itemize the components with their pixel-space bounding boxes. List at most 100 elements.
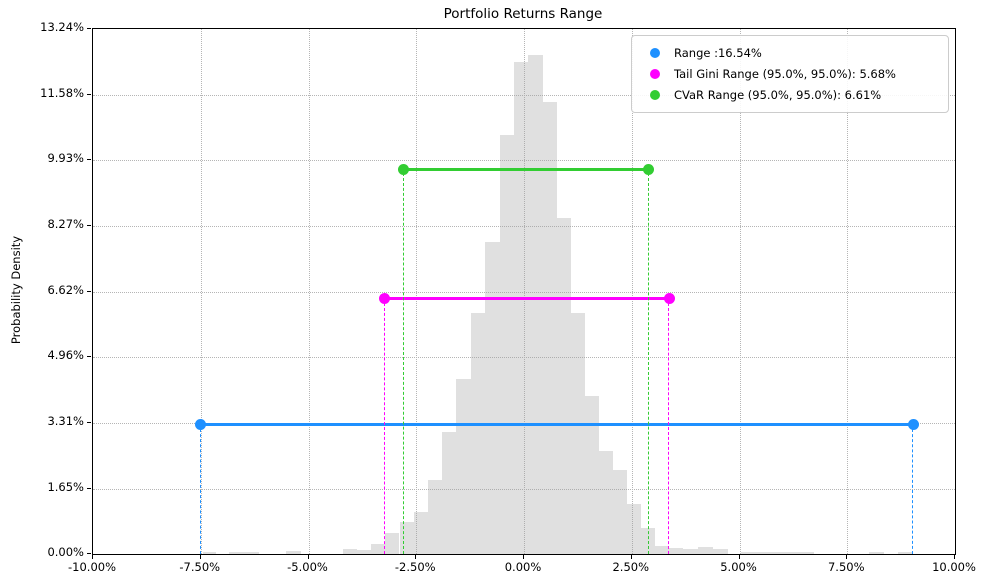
histogram-bar bbox=[740, 551, 756, 554]
histogram-bar bbox=[427, 480, 443, 554]
histogram-bar bbox=[342, 549, 358, 554]
histogram-bar bbox=[442, 431, 457, 554]
cvar-marker-icon bbox=[650, 89, 660, 100]
x-axis-tick bbox=[307, 554, 309, 559]
tail-gini-marker-icon bbox=[650, 68, 660, 79]
x-axis-tick bbox=[738, 554, 740, 559]
histogram-bar bbox=[556, 217, 571, 554]
histogram-bar bbox=[414, 511, 429, 554]
range-drop-line bbox=[402, 173, 404, 554]
histogram-bar bbox=[683, 549, 699, 554]
grid-line-vertical bbox=[524, 29, 525, 554]
histogram-bar bbox=[612, 470, 627, 554]
range-drop-line bbox=[912, 428, 914, 554]
range-endpoint-marker bbox=[663, 293, 675, 305]
x-axis-tick bbox=[630, 554, 632, 559]
histogram-bar bbox=[229, 551, 260, 554]
histogram-bar bbox=[286, 551, 302, 554]
grid-line-vertical bbox=[200, 29, 202, 554]
histogram-bar bbox=[584, 395, 599, 554]
x-tick-label: -5.00% bbox=[287, 560, 328, 574]
histogram-bar bbox=[655, 546, 669, 554]
y-tick-label: 0.00% bbox=[47, 545, 84, 559]
histogram-bar bbox=[668, 548, 684, 554]
range-drop-line bbox=[199, 428, 201, 554]
range-endpoint-marker bbox=[398, 163, 410, 175]
histogram-bar bbox=[570, 312, 585, 554]
x-tick-label: 7.50% bbox=[827, 560, 865, 574]
y-tick-label: 8.27% bbox=[47, 217, 84, 232]
x-axis-tick bbox=[523, 554, 524, 559]
histogram-bar bbox=[869, 552, 885, 554]
y-tick-label: 13.24% bbox=[40, 20, 84, 34]
histogram-bar bbox=[470, 312, 486, 554]
plot-area: Range :16.54% Tail Gini Range (95.0%, 95… bbox=[92, 28, 956, 555]
range-endpoint-marker bbox=[194, 419, 206, 431]
grid-line-vertical bbox=[308, 29, 310, 554]
range-drop-line bbox=[668, 302, 670, 554]
x-tick-label: 5.00% bbox=[720, 560, 757, 574]
histogram-bar bbox=[542, 101, 557, 554]
histogram-bar bbox=[202, 552, 216, 554]
range-drop-line bbox=[383, 302, 385, 554]
y-tick-label: 11.58% bbox=[40, 85, 84, 100]
histogram-bar bbox=[384, 533, 399, 554]
grid-line-vertical bbox=[416, 29, 418, 554]
y-axis-tick bbox=[86, 290, 91, 292]
y-tick-label: 1.65% bbox=[47, 479, 84, 494]
histogram-bar bbox=[755, 552, 815, 554]
range-line bbox=[403, 168, 649, 171]
y-axis-tick bbox=[86, 159, 91, 161]
range-line bbox=[384, 297, 670, 300]
chart-title: Portfolio Returns Range bbox=[443, 6, 603, 22]
y-axis-tick bbox=[86, 553, 91, 554]
legend-label-tail-gini: Tail Gini Range (95.0%, 95.0%): 5.68% bbox=[674, 66, 896, 81]
x-tick-label: -7.50% bbox=[179, 560, 221, 574]
histogram-bar bbox=[627, 504, 641, 554]
histogram-bar bbox=[485, 241, 500, 554]
histogram-bar bbox=[499, 134, 515, 554]
range-drop-line bbox=[647, 173, 649, 554]
y-tick-label: 3.31% bbox=[47, 413, 84, 428]
histogram-bar bbox=[514, 61, 528, 554]
x-tick-label: 0.00% bbox=[504, 560, 542, 574]
histogram-bar bbox=[370, 544, 386, 554]
histogram-bar bbox=[527, 54, 543, 554]
legend-item-range: Range :16.54% bbox=[642, 42, 938, 63]
x-tick-label: -10.00% bbox=[68, 560, 116, 574]
legend-label-cvar: CVaR Range (95.0%, 95.0%): 6.61% bbox=[674, 87, 882, 102]
grid-line-vertical bbox=[739, 29, 741, 554]
range-line bbox=[200, 423, 914, 427]
histogram-bar bbox=[598, 451, 613, 554]
y-axis-tick bbox=[86, 421, 91, 423]
x-axis-tick bbox=[199, 554, 201, 559]
x-axis-tick bbox=[954, 554, 955, 559]
x-tick-label: -2.50% bbox=[394, 560, 436, 574]
histogram-bar bbox=[712, 549, 728, 554]
histogram-bar bbox=[898, 551, 914, 554]
y-tick-label: 6.62% bbox=[47, 282, 84, 297]
x-tick-label: 10.00% bbox=[932, 560, 976, 574]
legend-item-tail-gini: Tail Gini Range (95.0%, 95.0%): 5.68% bbox=[642, 63, 938, 84]
y-axis-tick bbox=[86, 356, 91, 358]
histogram-bar bbox=[356, 550, 371, 554]
legend: Range :16.54% Tail Gini Range (95.0%, 95… bbox=[631, 35, 949, 113]
range-endpoint-marker bbox=[643, 163, 655, 175]
y-tick-label: 4.96% bbox=[47, 348, 84, 363]
x-axis-tick bbox=[846, 554, 848, 559]
legend-item-cvar: CVaR Range (95.0%, 95.0%): 6.61% bbox=[642, 84, 938, 105]
y-axis-tick bbox=[86, 93, 91, 95]
x-axis-tick bbox=[92, 554, 93, 559]
range-endpoint-marker bbox=[907, 419, 919, 431]
histogram-bar bbox=[455, 378, 471, 554]
y-axis-tick bbox=[86, 28, 91, 29]
y-axis-tick bbox=[86, 225, 91, 227]
grid-line-vertical bbox=[847, 29, 849, 554]
y-axis-tick bbox=[86, 487, 91, 489]
x-tick-label: 2.50% bbox=[612, 560, 650, 574]
x-axis-tick bbox=[415, 554, 417, 559]
legend-label-range: Range :16.54% bbox=[674, 45, 762, 60]
range-endpoint-marker bbox=[378, 293, 390, 305]
y-tick-label: 9.93% bbox=[47, 151, 84, 166]
